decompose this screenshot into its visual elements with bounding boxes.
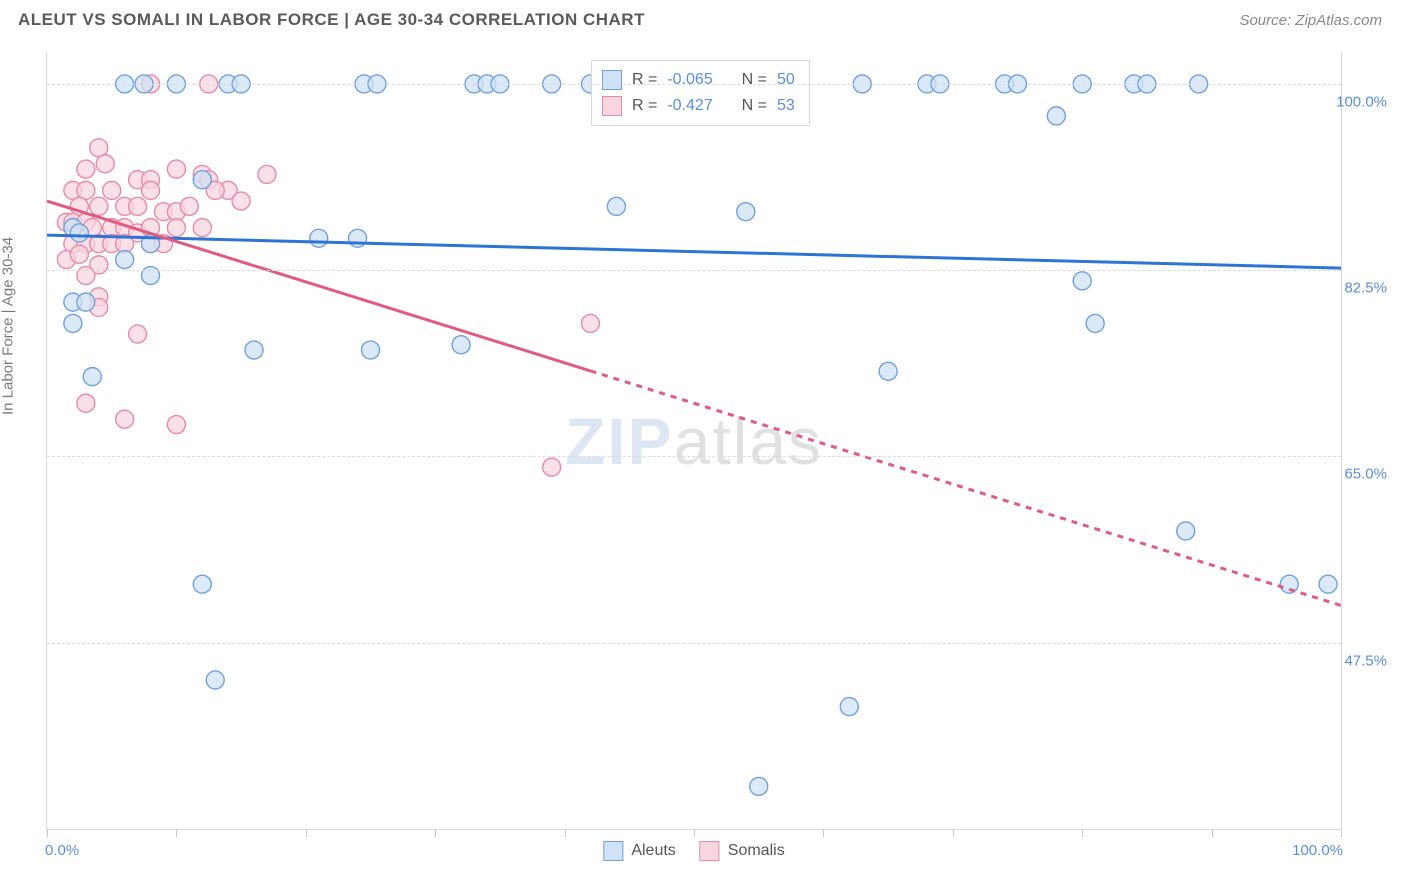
x-tick bbox=[565, 829, 566, 837]
data-point bbox=[362, 341, 380, 359]
data-point bbox=[77, 394, 95, 412]
chart-svg bbox=[47, 52, 1341, 829]
gridline bbox=[47, 84, 1341, 85]
y-axis-title: In Labor Force | Age 30-34 bbox=[0, 237, 17, 415]
stat-r-label: R = bbox=[632, 67, 657, 93]
data-point bbox=[245, 341, 263, 359]
data-point bbox=[167, 219, 185, 237]
gridline bbox=[47, 643, 1341, 644]
x-tick bbox=[953, 829, 954, 837]
x-axis-label-max: 100.0% bbox=[1292, 842, 1343, 859]
chart-area: In Labor Force | Age 30-34 ZIPatlas R = … bbox=[18, 44, 1388, 876]
data-point bbox=[96, 155, 114, 173]
data-point bbox=[83, 368, 101, 386]
data-point bbox=[840, 698, 858, 716]
data-point bbox=[129, 325, 147, 343]
data-point bbox=[180, 197, 198, 215]
x-tick bbox=[435, 829, 436, 837]
data-point bbox=[750, 777, 768, 795]
x-axis-label-min: 0.0% bbox=[45, 842, 79, 859]
gridline bbox=[47, 270, 1341, 271]
data-point bbox=[1047, 107, 1065, 125]
y-tick-label: 100.0% bbox=[1336, 93, 1387, 110]
data-point bbox=[1086, 314, 1104, 332]
legend-label-aleuts: Aleuts bbox=[631, 842, 675, 860]
stat-r-somalis: -0.427 bbox=[667, 93, 712, 119]
data-point bbox=[142, 181, 160, 199]
data-point bbox=[581, 314, 599, 332]
data-point bbox=[77, 293, 95, 311]
data-point bbox=[1073, 272, 1091, 290]
legend-item-aleuts: Aleuts bbox=[603, 841, 675, 861]
data-point bbox=[1177, 522, 1195, 540]
stat-n-label: N = bbox=[742, 67, 767, 93]
legend-stats-box: R = -0.065 N = 50 R = -0.427 N = 53 bbox=[591, 60, 810, 126]
data-point bbox=[232, 192, 250, 210]
data-point bbox=[879, 362, 897, 380]
trend-line bbox=[590, 371, 1341, 606]
plot-area: ZIPatlas R = -0.065 N = 50 R = -0.427 N … bbox=[46, 52, 1342, 830]
data-point bbox=[167, 160, 185, 178]
data-point bbox=[543, 458, 561, 476]
legend-label-somalis: Somalis bbox=[728, 842, 785, 860]
data-point bbox=[129, 197, 147, 215]
data-point bbox=[258, 165, 276, 183]
data-point bbox=[167, 416, 185, 434]
swatch-somalis-icon bbox=[700, 841, 720, 861]
legend-item-somalis: Somalis bbox=[700, 841, 785, 861]
swatch-aleuts-icon bbox=[603, 841, 623, 861]
data-point bbox=[452, 336, 470, 354]
x-tick bbox=[694, 829, 695, 837]
legend-stats-row-somalis: R = -0.427 N = 53 bbox=[602, 93, 795, 119]
x-tick bbox=[47, 829, 48, 837]
source-label: Source: ZipAtlas.com bbox=[1239, 12, 1382, 29]
data-point bbox=[193, 575, 211, 593]
x-tick bbox=[306, 829, 307, 837]
data-point bbox=[116, 410, 134, 428]
data-point bbox=[116, 251, 134, 269]
stat-r-label: R = bbox=[632, 93, 657, 119]
data-point bbox=[77, 160, 95, 178]
series-legend: Aleuts Somalis bbox=[603, 841, 784, 861]
data-point bbox=[206, 671, 224, 689]
stat-n-label: N = bbox=[742, 93, 767, 119]
chart-header: ALEUT VS SOMALI IN LABOR FORCE | AGE 30-… bbox=[0, 0, 1406, 38]
stat-n-somalis: 53 bbox=[777, 93, 795, 119]
y-tick-label: 47.5% bbox=[1344, 652, 1387, 669]
data-point bbox=[70, 245, 88, 263]
data-point bbox=[1319, 575, 1337, 593]
data-point bbox=[607, 197, 625, 215]
stat-n-aleuts: 50 bbox=[777, 67, 795, 93]
swatch-somalis-icon bbox=[602, 96, 622, 116]
x-tick bbox=[1212, 829, 1213, 837]
x-tick bbox=[176, 829, 177, 837]
x-tick bbox=[823, 829, 824, 837]
data-point bbox=[90, 197, 108, 215]
gridline bbox=[47, 456, 1341, 457]
x-tick bbox=[1082, 829, 1083, 837]
legend-stats-row-aleuts: R = -0.065 N = 50 bbox=[602, 67, 795, 93]
x-tick bbox=[1341, 829, 1342, 837]
data-point bbox=[193, 171, 211, 189]
stat-r-aleuts: -0.065 bbox=[667, 67, 712, 93]
swatch-aleuts-icon bbox=[602, 70, 622, 90]
data-point bbox=[70, 224, 88, 242]
data-point bbox=[310, 229, 328, 247]
data-point bbox=[64, 314, 82, 332]
data-point bbox=[193, 219, 211, 237]
y-tick-label: 82.5% bbox=[1344, 280, 1387, 297]
data-point bbox=[737, 203, 755, 221]
data-point bbox=[103, 181, 121, 199]
y-tick-label: 65.0% bbox=[1344, 466, 1387, 483]
chart-title: ALEUT VS SOMALI IN LABOR FORCE | AGE 30-… bbox=[18, 10, 645, 30]
trend-line bbox=[47, 201, 590, 371]
